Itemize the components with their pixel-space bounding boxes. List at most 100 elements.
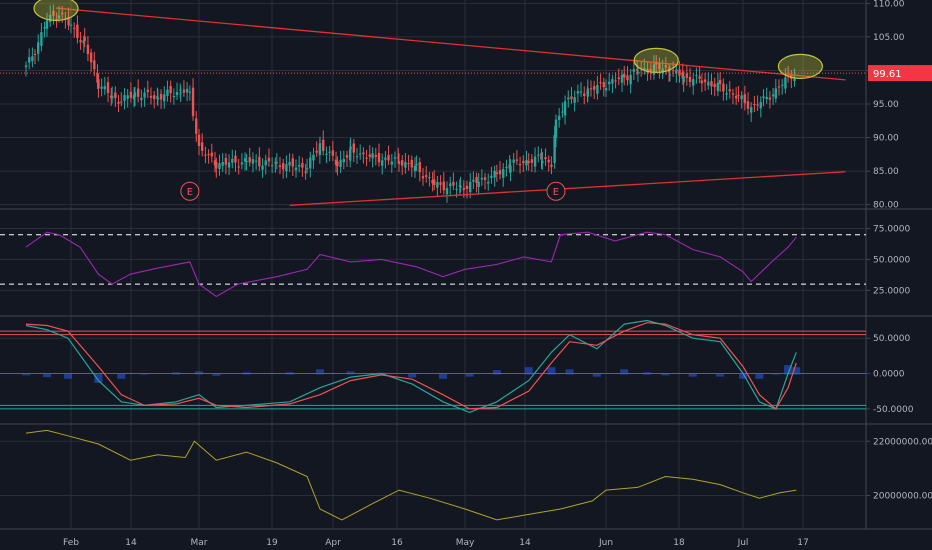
- candle-body: [182, 89, 186, 93]
- candle-body: [608, 81, 611, 85]
- candle-body: [611, 79, 614, 84]
- candle-body: [487, 181, 490, 184]
- candle: [515, 150, 519, 166]
- candle: [533, 147, 537, 173]
- candle-body: [452, 181, 455, 186]
- trendline[interactable]: [55, 7, 846, 81]
- stoch-histogram-bar: [620, 369, 629, 375]
- x-tick-label: Jun: [598, 538, 613, 548]
- candle-body: [288, 162, 291, 166]
- candle-body: [567, 97, 570, 100]
- candle: [207, 149, 210, 164]
- candle: [159, 89, 163, 109]
- candle: [182, 80, 186, 97]
- candle-body: [512, 159, 515, 163]
- candle: [658, 57, 661, 79]
- candle: [765, 87, 768, 104]
- candle: [617, 68, 620, 86]
- candle-body: [743, 94, 747, 104]
- candle: [120, 92, 123, 107]
- highlight-ellipse[interactable]: [33, 0, 79, 21]
- candle-body: [593, 86, 596, 90]
- candle-body: [620, 74, 624, 83]
- candle: [334, 151, 338, 173]
- candle: [544, 148, 547, 166]
- candle: [756, 95, 759, 111]
- candle-body: [688, 76, 692, 83]
- candle-body: [675, 69, 678, 74]
- candle-body: [570, 96, 573, 100]
- highlight-ellipse[interactable]: [777, 53, 824, 79]
- candle: [498, 160, 502, 180]
- candle-body: [204, 154, 207, 156]
- candle: [397, 147, 400, 164]
- candle-body: [635, 69, 639, 71]
- rsi-y-tick-label: 75.0000: [873, 225, 910, 235]
- candle-body: [762, 96, 765, 99]
- candle-body: [589, 88, 593, 90]
- candle-body: [698, 76, 701, 79]
- earnings-circle: [180, 181, 200, 201]
- candle-body: [282, 163, 285, 170]
- candle: [611, 74, 614, 93]
- candle-body: [390, 161, 393, 165]
- candle-body: [472, 179, 475, 182]
- candle-body: [169, 85, 172, 94]
- candle-body: [576, 91, 580, 94]
- candle-body: [553, 135, 556, 163]
- candle: [227, 154, 231, 175]
- candle-body: [533, 156, 537, 167]
- trendline[interactable]: [289, 171, 846, 206]
- volume-panel[interactable]: [25, 429, 797, 521]
- candle: [753, 96, 756, 112]
- earnings-marker[interactable]: E: [546, 181, 566, 201]
- candle-body: [31, 56, 34, 62]
- candle-body: [240, 162, 244, 165]
- candle: [309, 151, 312, 178]
- candle: [342, 150, 345, 170]
- candle-body: [227, 162, 231, 168]
- highlight-ellipse[interactable]: [633, 47, 679, 73]
- candle-body: [573, 97, 576, 103]
- candle-body: [285, 164, 288, 172]
- candle: [604, 79, 608, 97]
- candle: [28, 48, 31, 70]
- candle: [37, 34, 40, 62]
- candle-body: [544, 157, 547, 160]
- candle-body: [415, 164, 418, 166]
- candle: [40, 22, 43, 52]
- candle-body: [433, 179, 436, 186]
- candle: [133, 86, 137, 107]
- x-tick-label: 18: [673, 538, 685, 548]
- candle: [563, 95, 567, 125]
- candle-body: [439, 182, 442, 185]
- candle-body: [632, 69, 636, 72]
- candle: [626, 66, 629, 86]
- candle: [93, 51, 96, 77]
- candle-body: [374, 155, 377, 157]
- candle-body: [45, 20, 49, 29]
- rsi-panel[interactable]: [0, 231, 866, 298]
- candle: [285, 155, 288, 178]
- last-price-label: 99.61: [873, 69, 902, 80]
- candle: [86, 36, 90, 62]
- candle-body: [737, 94, 740, 96]
- candle: [315, 141, 318, 157]
- earnings-marker[interactable]: E: [180, 181, 200, 201]
- price-y-tick-label: 95.00: [873, 100, 899, 110]
- candle: [404, 152, 407, 174]
- candle-body: [315, 150, 318, 153]
- candle-body: [76, 24, 79, 38]
- stoch-panel[interactable]: [0, 319, 866, 414]
- candle: [541, 151, 544, 171]
- candle-body: [207, 154, 210, 156]
- candle: [24, 61, 28, 77]
- candle: [163, 86, 166, 109]
- stoch-histogram-bar: [242, 372, 251, 375]
- candle-body: [304, 171, 307, 173]
- candle: [89, 48, 93, 72]
- candle-body: [436, 181, 439, 188]
- candle-body: [24, 65, 28, 68]
